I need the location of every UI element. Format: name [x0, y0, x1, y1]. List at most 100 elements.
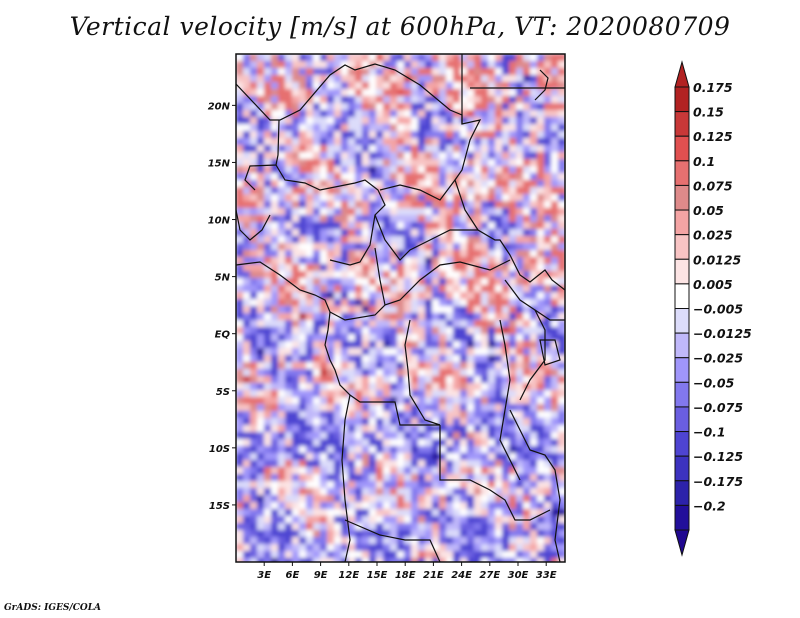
field-cell [467, 299, 475, 307]
field-cell [327, 376, 335, 384]
field-cell [334, 215, 342, 223]
field-cell [355, 68, 363, 76]
field-cell [250, 54, 258, 62]
field-cell [264, 460, 272, 468]
field-cell [530, 89, 538, 97]
field-cell [418, 439, 426, 447]
field-cell [320, 103, 328, 111]
field-cell [453, 124, 461, 132]
field-cell [285, 75, 293, 83]
field-cell [355, 152, 363, 160]
field-cell [250, 355, 258, 363]
field-cell [369, 369, 377, 377]
field-cell [355, 285, 363, 293]
field-cell [299, 418, 307, 426]
field-cell [264, 145, 272, 153]
field-cell [250, 537, 258, 545]
colorbar-label: −0.1 [693, 425, 726, 440]
field-cell [516, 299, 524, 307]
field-cell [313, 236, 321, 244]
field-cell [278, 348, 286, 356]
field-cell [544, 96, 552, 104]
field-cell [257, 474, 265, 482]
field-cell [530, 313, 538, 321]
field-cell [530, 271, 538, 279]
field-cell [362, 89, 370, 97]
field-cell [439, 544, 447, 552]
field-cell [397, 453, 405, 461]
field-cell [313, 516, 321, 524]
field-cell [404, 341, 412, 349]
field-cell [530, 418, 538, 426]
field-cell [341, 390, 349, 398]
border-line [236, 209, 271, 241]
field-cell [404, 439, 412, 447]
field-cell [551, 453, 559, 461]
field-cell [495, 173, 503, 181]
field-cell [537, 397, 545, 405]
field-cell [327, 124, 335, 132]
field-cell [418, 383, 426, 391]
field-cell [236, 516, 244, 524]
field-cell [411, 313, 419, 321]
field-cell [523, 348, 531, 356]
field-cell [509, 131, 517, 139]
field-cell [236, 278, 244, 286]
field-cell [530, 397, 538, 405]
field-cell [523, 117, 531, 125]
field-cell [264, 285, 272, 293]
field-cell [278, 250, 286, 258]
field-cell [362, 362, 370, 370]
field-cell [551, 397, 559, 405]
field-cell [418, 530, 426, 538]
field-cell [369, 194, 377, 202]
field-cell [264, 103, 272, 111]
field-cell [439, 292, 447, 300]
field-cell [418, 362, 426, 370]
field-cell [488, 89, 496, 97]
field-cell [551, 159, 559, 167]
field-cell [495, 313, 503, 321]
field-cell [516, 180, 524, 188]
field-cell [432, 411, 440, 419]
field-cell [306, 306, 314, 314]
field-cell [411, 509, 419, 517]
field-cell [278, 390, 286, 398]
field-cell [243, 166, 251, 174]
field-cell [306, 103, 314, 111]
field-cell [474, 376, 482, 384]
field-cell [446, 453, 454, 461]
field-cell [348, 201, 356, 209]
field-cell [397, 103, 405, 111]
field-cell [355, 376, 363, 384]
field-cell [404, 355, 412, 363]
field-cell [425, 278, 433, 286]
field-cell [544, 390, 552, 398]
field-cell [530, 530, 538, 538]
field-cell [348, 54, 356, 62]
field-cell [376, 313, 384, 321]
field-cell [383, 222, 391, 230]
field-cell [537, 537, 545, 545]
field-cell [544, 264, 552, 272]
field-cell [236, 439, 244, 447]
field-cell [453, 355, 461, 363]
field-cell [544, 383, 552, 391]
field-cell [551, 292, 559, 300]
field-cell [425, 516, 433, 524]
field-cell [530, 488, 538, 496]
field-cell [341, 509, 349, 517]
field-cell [446, 313, 454, 321]
field-cell [320, 446, 328, 454]
field-cell [432, 488, 440, 496]
field-cell [404, 425, 412, 433]
field-cell [502, 271, 510, 279]
field-cell [474, 54, 482, 62]
field-cell [250, 173, 258, 181]
field-cell [285, 285, 293, 293]
field-cell [334, 439, 342, 447]
field-cell [439, 348, 447, 356]
field-cell [236, 187, 244, 195]
field-cell [397, 229, 405, 237]
field-cell [383, 243, 391, 251]
